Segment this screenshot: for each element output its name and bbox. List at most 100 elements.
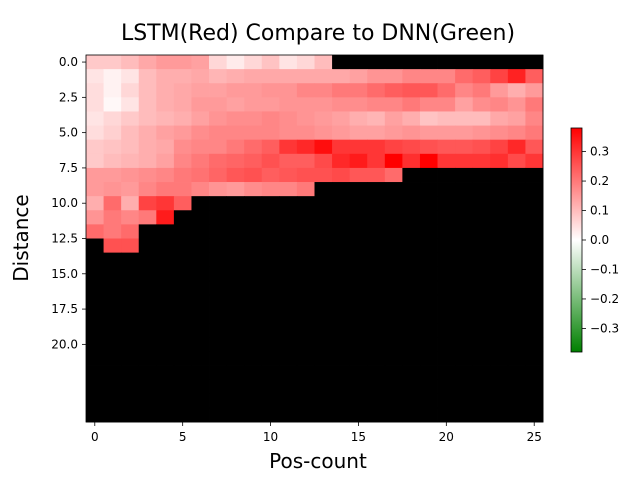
heatmap-cell-empty [261, 266, 280, 282]
heatmap-cell-empty [314, 252, 333, 268]
heatmap-cell [279, 97, 298, 112]
heatmap-cell-empty [332, 266, 351, 282]
heatmap-cell [86, 69, 104, 84]
heatmap-cell [173, 125, 192, 141]
heatmap-cell-empty [226, 280, 245, 296]
heatmap-cell [419, 125, 438, 141]
heatmap-cell-empty [296, 224, 315, 239]
heatmap-cell-empty [472, 393, 491, 409]
heatmap-cell-empty [367, 224, 386, 239]
heatmap-cell-empty [332, 407, 351, 423]
heatmap-cell [490, 125, 509, 141]
heatmap-cell [261, 153, 280, 169]
heatmap-cell-empty [279, 196, 298, 211]
heatmap-cell-empty [86, 280, 104, 296]
heatmap-cell [296, 55, 315, 70]
heatmap-cell [507, 153, 526, 169]
heatmap-cell [525, 111, 544, 126]
x-tick-label: 15 [351, 430, 366, 444]
heatmap-cell [402, 69, 421, 84]
heatmap-cell [138, 210, 157, 225]
heatmap-cell-empty [384, 407, 403, 423]
heatmap-cell [86, 97, 104, 112]
heatmap-cell [244, 83, 263, 98]
heatmap-cell-empty [226, 224, 245, 239]
heatmap-cell-empty [437, 309, 456, 324]
heatmap-cell-empty [402, 379, 421, 395]
heatmap-cell-empty [279, 309, 298, 324]
heatmap-cell [173, 83, 192, 98]
heatmap-cell-empty [490, 323, 509, 338]
heatmap-cell [244, 55, 263, 70]
heatmap-cell [367, 125, 386, 141]
heatmap-cell-empty [314, 393, 333, 409]
heatmap-cell-empty [455, 294, 474, 310]
x-axis-label: Pos-count [269, 449, 367, 473]
heatmap-cell-empty [226, 252, 245, 268]
heatmap-cell [138, 167, 157, 183]
heatmap-cell [490, 69, 509, 84]
heatmap-cell-empty [209, 238, 228, 254]
heatmap-cell-empty [103, 309, 122, 324]
heatmap-cell-empty [384, 365, 403, 381]
heatmap-cell [332, 125, 351, 141]
heatmap-cell-empty [244, 238, 263, 254]
heatmap-cell [86, 210, 104, 225]
heatmap-cell-empty [191, 238, 210, 254]
heatmap-cell-empty [86, 365, 104, 381]
heatmap-cell [156, 167, 175, 183]
heatmap-cell [156, 196, 175, 211]
heatmap-cell-empty [209, 224, 228, 239]
heatmap-cell-empty [437, 365, 456, 381]
heatmap-cell-empty [419, 210, 438, 225]
heatmap-cell-empty [472, 379, 491, 395]
heatmap-cell [455, 125, 474, 141]
heatmap-cell [138, 55, 157, 70]
heatmap-cell-empty [490, 252, 509, 268]
heatmap-cell [209, 69, 228, 84]
heatmap-cell-empty [86, 266, 104, 282]
heatmap-cell [103, 196, 122, 211]
heatmap-cell [314, 69, 333, 84]
heatmap-cell-empty [191, 224, 210, 239]
heatmap-cell-empty [121, 379, 140, 395]
heatmap-cell-empty [349, 252, 368, 268]
heatmap-cell [349, 153, 368, 169]
heatmap-cell [507, 83, 526, 98]
heatmap-cell-empty [191, 351, 210, 366]
heatmap-cell [191, 97, 210, 112]
heatmap-cell-empty [455, 365, 474, 381]
heatmap-cell [332, 69, 351, 84]
heatmap-cell-empty [226, 210, 245, 225]
heatmap-cell-empty [296, 351, 315, 366]
heatmap-cell-empty [209, 323, 228, 338]
heatmap-cell-empty [525, 280, 544, 296]
heatmap-cell [296, 125, 315, 141]
heatmap-cell [86, 196, 104, 211]
heatmap-cell-empty [173, 252, 192, 268]
heatmap-cell-empty [384, 238, 403, 254]
heatmap-cell-empty [490, 266, 509, 282]
heatmap-cell [349, 125, 368, 141]
heatmap-cell-empty [121, 337, 140, 352]
heatmap-cell-empty [244, 210, 263, 225]
heatmap-cell [332, 97, 351, 112]
heatmap-cell [279, 111, 298, 126]
colorbar-tick-label: −0.2 [590, 292, 619, 306]
heatmap-cell-empty [490, 196, 509, 211]
heatmap-cell [156, 153, 175, 169]
heatmap-cell [261, 55, 280, 70]
heatmap-cell-empty [156, 351, 175, 366]
heatmap-cell-empty [156, 393, 175, 409]
heatmap-cell-empty [384, 337, 403, 352]
heatmap-cell-empty [384, 323, 403, 338]
heatmap-cell [490, 97, 509, 112]
heatmap-cell-empty [472, 167, 491, 183]
heatmap-cell-empty [419, 266, 438, 282]
heatmap-cell-empty [472, 210, 491, 225]
heatmap-cell [349, 111, 368, 126]
heatmap-cell [349, 97, 368, 112]
heatmap-cell [507, 139, 526, 155]
heatmap-cell-empty [296, 196, 315, 211]
heatmap-cell-empty [279, 407, 298, 423]
